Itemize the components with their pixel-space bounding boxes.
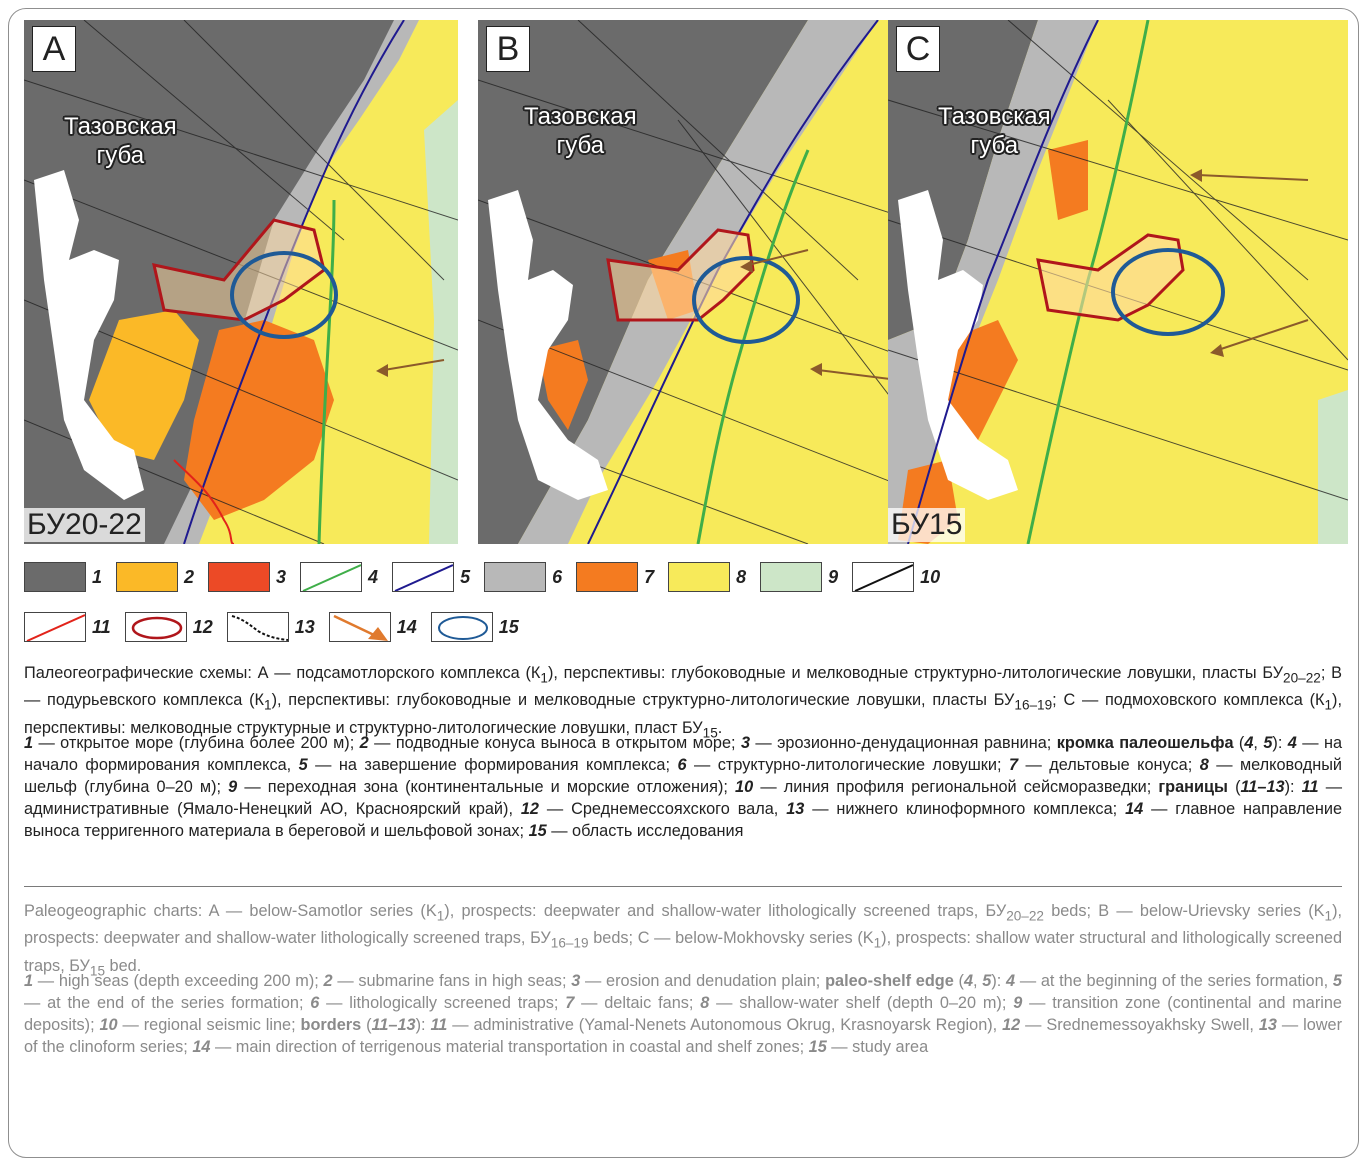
- legend-number: 15: [498, 616, 519, 637]
- legend-swatch: [116, 562, 179, 592]
- legend-item: 9: [760, 562, 838, 592]
- legend-number: 10: [920, 566, 941, 587]
- legend-swatch-graphic: [437, 616, 488, 640]
- horizon-label-a: БУ20-22: [24, 508, 145, 542]
- map-a-drawing: [24, 20, 458, 544]
- panel-letter-b: B: [486, 26, 530, 72]
- legend-item: 2: [116, 562, 194, 592]
- legend-item: 15: [430, 612, 519, 642]
- panel-letter-a: A: [32, 26, 76, 72]
- legend-item: 11: [24, 612, 111, 642]
- legend-swatch: [226, 612, 289, 642]
- legend-number: 5: [460, 566, 471, 587]
- legend-swatch-graphic: [209, 563, 270, 591]
- map-panel-a: A Тазовская губа БУ20-22: [24, 20, 458, 544]
- legend-swatch: [24, 612, 86, 642]
- legend-swatch-graphic: [25, 563, 85, 591]
- legend-swatch-graphic: [669, 563, 730, 591]
- map-c-drawing: [888, 20, 1348, 544]
- legend-swatch-graphic: [117, 563, 178, 591]
- map-panel-b: B Тазовская губа: [478, 20, 912, 544]
- legend-swatch-graphic: [302, 564, 362, 591]
- legend-item: 8: [668, 562, 746, 592]
- legend-swatch: [852, 562, 915, 592]
- legend-swatch: [300, 562, 363, 592]
- legend-item: 14: [328, 612, 417, 642]
- legend-swatch: [124, 612, 187, 642]
- place-label-tazovskaya: Тазовская губа: [938, 103, 1051, 159]
- legend-swatch-graphic: [485, 563, 546, 591]
- legend-swatch: [484, 562, 547, 592]
- panel-letter-c: C: [896, 26, 940, 72]
- legend-swatch: [392, 562, 455, 592]
- legend-number: 1: [92, 566, 103, 587]
- legend-swatch: [328, 612, 391, 642]
- legend-number: 7: [644, 566, 655, 587]
- legend-number: 9: [828, 566, 839, 587]
- legend-swatch: [668, 562, 731, 592]
- legend-number: 6: [552, 566, 563, 587]
- legend-item: 6: [484, 562, 562, 592]
- legend-number: 13: [294, 616, 315, 637]
- legend-item: 5: [392, 562, 470, 592]
- legend-row: 1 2 3 4 5 6 7 8 9 10: [24, 562, 954, 592]
- place-label-tazovskaya: Тазовская губа: [64, 113, 177, 169]
- legend-swatch: [208, 562, 271, 592]
- legend-swatch: [576, 562, 639, 592]
- legend-item: 3: [208, 562, 286, 592]
- legend-swatch-graphic: [26, 614, 85, 641]
- divider: [24, 886, 1342, 887]
- horizon-label-c: БУ15: [888, 508, 966, 542]
- legend-swatch-graphic: [394, 564, 454, 591]
- legend-item: 10: [852, 562, 940, 592]
- legend-item: 4: [300, 562, 378, 592]
- caption-ru-legend: 1 — открытое море (глубина более 200 м);…: [24, 734, 1343, 840]
- legend-item: 7: [576, 562, 654, 592]
- legend-item: 13: [226, 612, 315, 642]
- map-b-drawing: [478, 20, 912, 544]
- legend-number: 14: [396, 616, 417, 637]
- legend-swatch: [24, 562, 86, 592]
- legend-swatch-graphic: [854, 564, 914, 591]
- legend-number: 8: [736, 566, 747, 587]
- legend-swatch-graphic: [333, 614, 388, 641]
- legend-swatch-graphic: [577, 563, 638, 591]
- legend-swatch-graphic: [131, 616, 182, 640]
- legend-number: 3: [276, 566, 287, 587]
- legend-swatch: [760, 562, 823, 592]
- caption-en-legend: 1 — high seas (depth exceeding 200 m); 2…: [24, 972, 1342, 1056]
- legend-item: 1: [24, 562, 102, 592]
- legend-number: 2: [184, 566, 195, 587]
- legend-number: 11: [92, 616, 111, 637]
- legend-swatch-graphic: [761, 563, 822, 591]
- place-label-tazovskaya: Тазовская губа: [524, 103, 637, 159]
- caption-en-title: Paleogeographic charts: A — below-Samotl…: [24, 902, 1343, 978]
- legend-swatch-graphic: [231, 615, 288, 641]
- caption-ru-title: Палеогеографические схемы: А — подсамотл…: [24, 664, 1342, 740]
- legend-row: 11 12 13 14 15: [24, 612, 533, 642]
- map-panel-c: C Тазовская губа БУ15: [888, 20, 1356, 544]
- legend-swatch: [430, 612, 493, 642]
- legend-number: 4: [368, 566, 379, 587]
- legend-number: 12: [192, 616, 213, 637]
- legend-item: 12: [124, 612, 213, 642]
